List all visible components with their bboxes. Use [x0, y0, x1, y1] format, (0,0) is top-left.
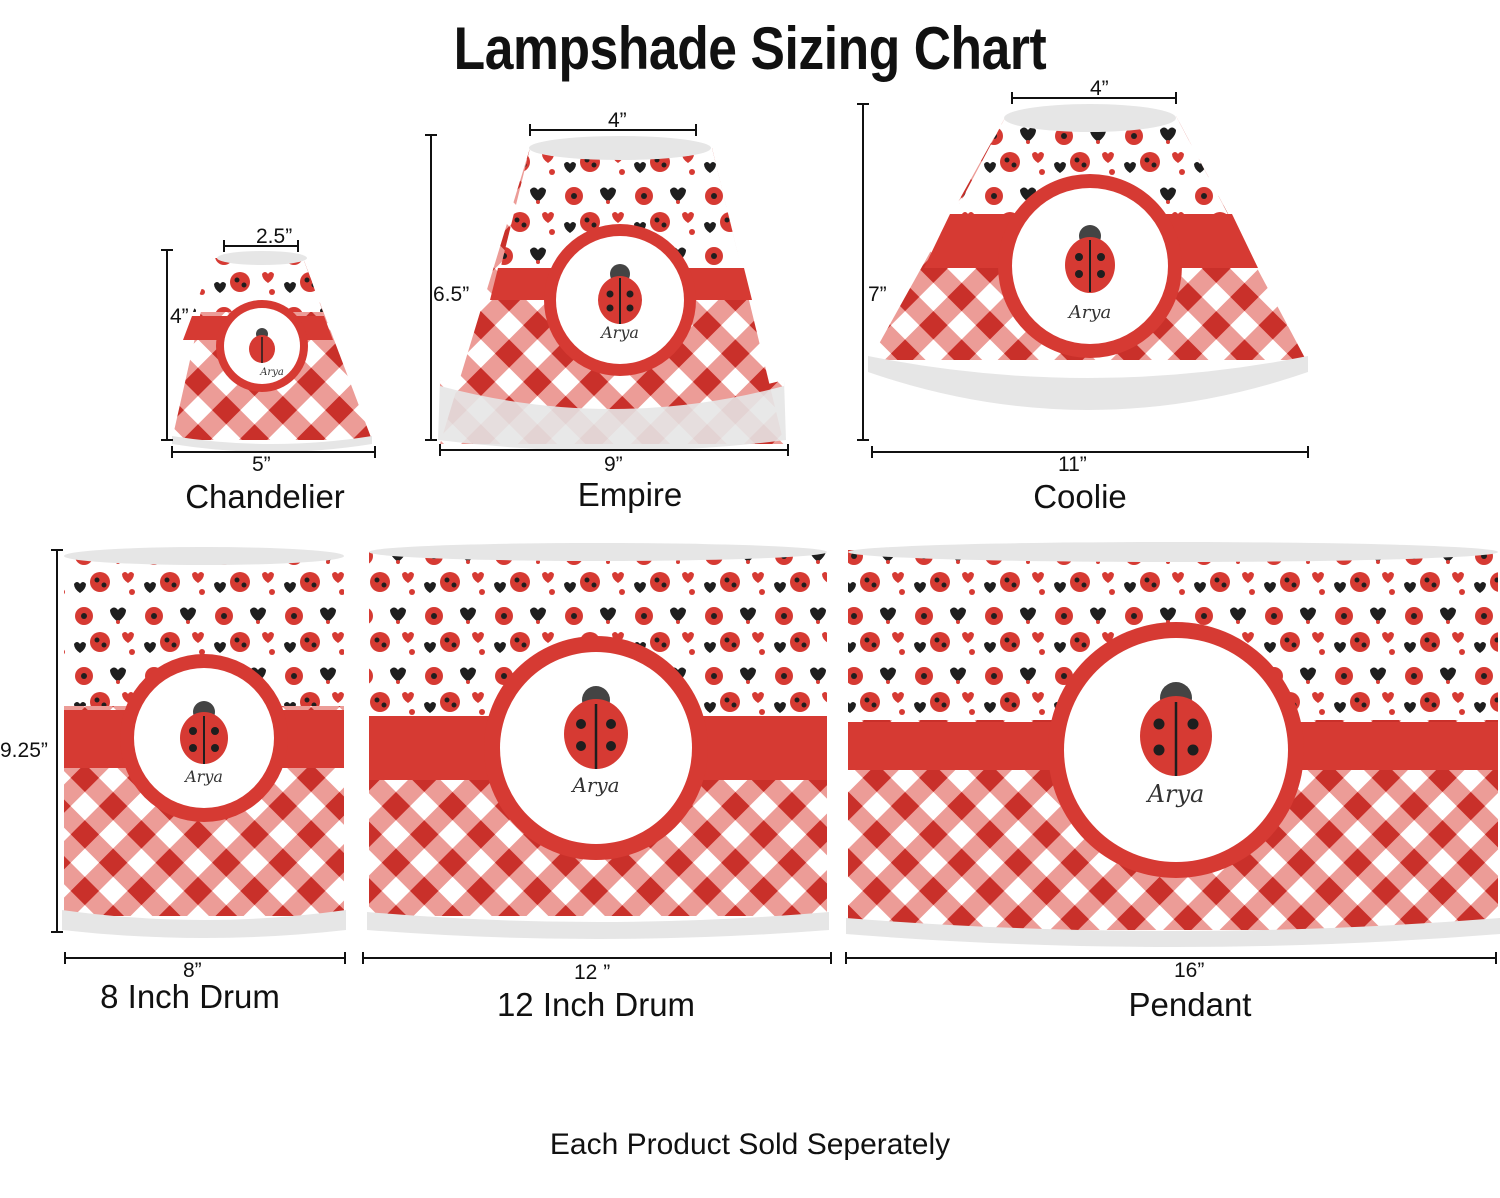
- name-chandelier: Arya: [259, 367, 284, 378]
- empire-label: Empire: [577, 476, 683, 513]
- ladybug-icon-drum12: [564, 686, 628, 769]
- chandelier-height-dimension: 4”: [170, 305, 189, 328]
- coolie-bottom-dimension: 11”: [1058, 453, 1087, 476]
- empire-height-dimension: 6.5”: [433, 283, 470, 306]
- empire-top-dimension: 4”: [608, 109, 627, 132]
- coolie-height-dimension: 7”: [868, 283, 887, 306]
- ladybug-icon-chandelier: [249, 328, 275, 363]
- chandelier-label: Chandelier: [185, 478, 345, 515]
- name-pendant: Arya: [1146, 780, 1205, 808]
- ladybug-icon-pendant: [1140, 682, 1212, 776]
- drum8-bottom-dimension: 8”: [183, 959, 202, 982]
- drum12-bottom-dimension: 12 ”: [574, 961, 611, 984]
- name-drum12: Arya: [570, 773, 619, 797]
- footer-note: Each Product Sold Seperately: [549, 1128, 951, 1161]
- coolie-label: Coolie: [1033, 478, 1127, 515]
- name-drum8: Arya: [183, 767, 223, 786]
- coolie-top-dimension: 4”: [1090, 77, 1109, 100]
- pendant-label: Pendant: [1128, 986, 1252, 1023]
- chandelier-top-dimension: 2.5”: [256, 225, 293, 248]
- pendant-bottom-dimension: 16”: [1174, 959, 1205, 982]
- drum8-height-dimension: 9.25”: [0, 739, 48, 762]
- ladybug-icon-coolie: [1065, 225, 1115, 293]
- chart-title: Lampshade Sizing Chart: [453, 15, 1047, 82]
- chandelier-bottom-dimension: 5”: [252, 453, 271, 476]
- ladybug-icon-empire: [598, 264, 642, 324]
- empire-bottom-dimension: 9”: [604, 453, 623, 476]
- drum8-label: 8 Inch Drum: [100, 978, 280, 1015]
- name-coolie: Arya: [1067, 302, 1112, 323]
- drum12-label: 12 Inch Drum: [496, 986, 696, 1023]
- name-empire: Arya: [599, 323, 639, 342]
- ladybug-icon-drum8: [180, 701, 228, 764]
- dimension-lines: [51, 92, 1497, 964]
